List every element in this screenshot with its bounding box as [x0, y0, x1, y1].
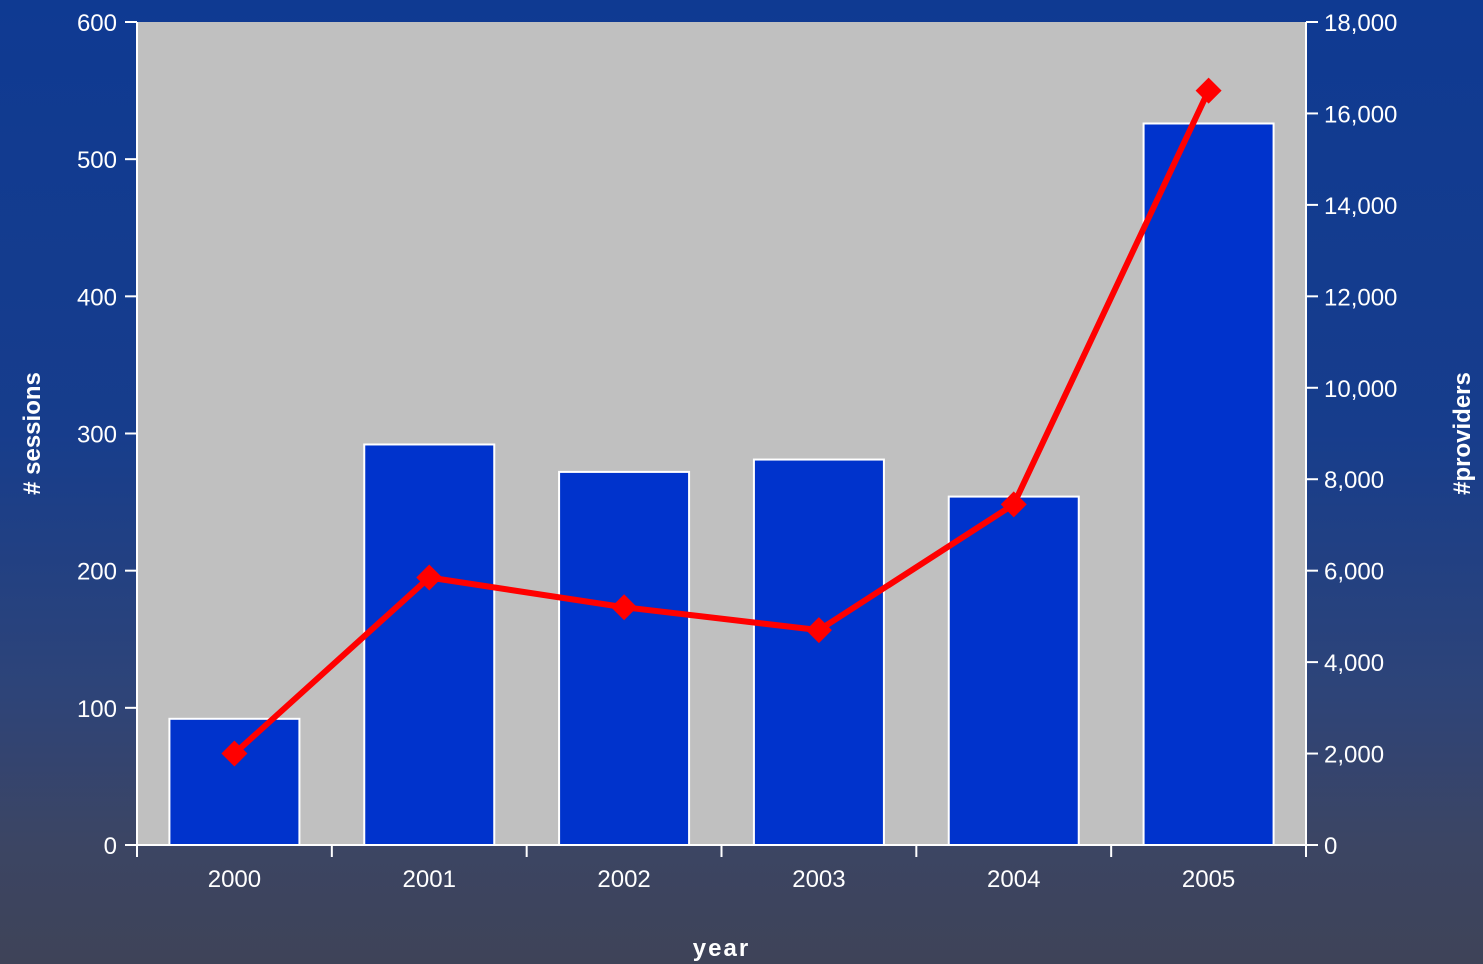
tick-labels: 0 100 200 300 400 500 600 0 2,000 4,000 6,000 8,000…: [77, 10, 1397, 893]
x-tick-label-2005: 2005: [1182, 866, 1235, 893]
y-tick-label-right: 4,000: [1324, 650, 1384, 677]
providers-line: [232, 89, 1212, 756]
bar-2001: [363, 443, 496, 846]
x-tick-label-2004: 2004: [987, 866, 1040, 893]
y-tick-label-left: 300: [77, 422, 117, 449]
y-tick-label-right: 8,000: [1324, 467, 1384, 494]
y-tick-label-left: 0: [104, 833, 117, 860]
providers-marker-2000: [221, 740, 248, 767]
bar-2002: [558, 470, 691, 846]
providers-marker-2004: [1000, 491, 1027, 518]
providers-marker-2003: [805, 617, 832, 644]
x-axis-title: year: [693, 935, 750, 962]
x-tick-label-2001: 2001: [403, 866, 456, 893]
y-tick-label-right: 16,000: [1324, 101, 1397, 128]
bar-2000: [168, 717, 301, 846]
line-series: [221, 77, 1222, 767]
providers-marker-2002: [611, 594, 638, 621]
bar-2003: [752, 458, 885, 846]
bar-2004: [947, 495, 1080, 846]
providers-marker-2001: [416, 564, 443, 591]
bar-series: [168, 122, 1275, 846]
y-tick-label-left: 100: [77, 696, 117, 723]
y-tick-label-right: 2,000: [1324, 742, 1384, 769]
y-axis-title-right: #providers: [1449, 372, 1476, 495]
y-tick-label-right: 10,000: [1324, 376, 1397, 403]
bar-2005: [1142, 122, 1275, 846]
y-tick-label-right: 18,000: [1324, 10, 1397, 37]
y-tick-label-left: 600: [77, 10, 117, 37]
plot-area: [137, 22, 1306, 845]
axes: [125, 21, 1318, 857]
y-tick-label-left: 400: [77, 284, 117, 311]
x-tick-label-2000: 2000: [208, 866, 261, 893]
y-axis-title-left: # sessions: [19, 372, 46, 495]
x-tick-label-2003: 2003: [792, 866, 845, 893]
y-tick-label-right: 14,000: [1324, 193, 1397, 220]
providers-marker-2005: [1195, 77, 1222, 104]
y-tick-label-left: 200: [77, 559, 117, 586]
y-tick-label-right: 6,000: [1324, 559, 1384, 586]
y-tick-label-left: 500: [77, 147, 117, 174]
x-tick-label-2002: 2002: [597, 866, 650, 893]
y-tick-label-right: 12,000: [1324, 284, 1397, 311]
y-tick-label-right: 0: [1324, 833, 1337, 860]
